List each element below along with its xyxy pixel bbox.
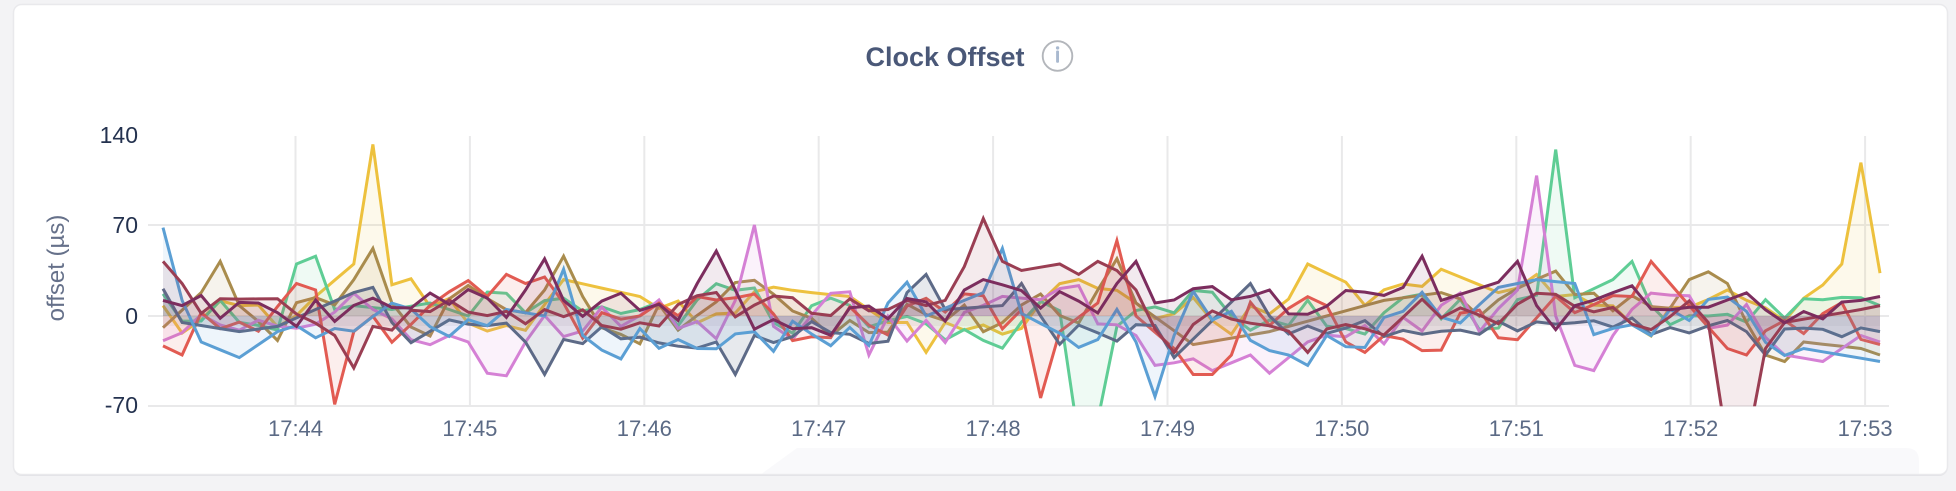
svg-text:17:46: 17:46 <box>617 416 672 441</box>
svg-text:17:48: 17:48 <box>966 416 1021 441</box>
svg-text:offset (µs): offset (µs) <box>43 215 70 322</box>
svg-text:17:53: 17:53 <box>1838 416 1893 441</box>
svg-text:70: 70 <box>112 212 138 238</box>
svg-text:-70: -70 <box>105 392 138 418</box>
svg-text:17:47: 17:47 <box>791 416 846 441</box>
svg-text:140: 140 <box>100 122 138 148</box>
svg-text:0: 0 <box>125 303 138 329</box>
svg-text:17:51: 17:51 <box>1489 416 1544 441</box>
svg-text:17:45: 17:45 <box>442 416 497 441</box>
svg-text:17:44: 17:44 <box>268 416 323 441</box>
svg-text:17:52: 17:52 <box>1663 416 1718 441</box>
svg-text:17:50: 17:50 <box>1314 416 1369 441</box>
svg-text:Clock Offset: Clock Offset <box>865 42 1024 72</box>
svg-text:17:49: 17:49 <box>1140 416 1195 441</box>
